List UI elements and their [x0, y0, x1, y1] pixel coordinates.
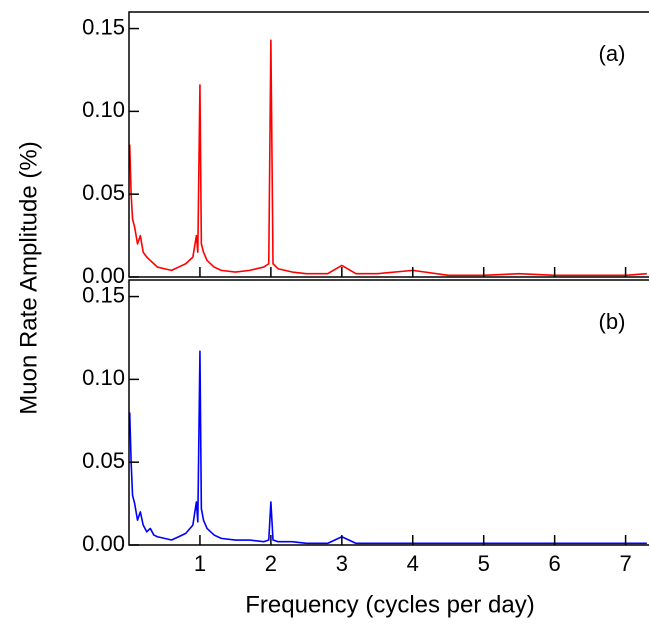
y-tick-label: 0.00 — [82, 263, 125, 288]
panel-annotation: (a) — [599, 41, 626, 66]
y-tick-label: 0.05 — [82, 448, 125, 473]
y-tick-label: 0.15 — [82, 282, 125, 307]
y-tick-label: 0.10 — [82, 365, 125, 390]
y-tick-label: 0.05 — [82, 180, 125, 205]
x-tick-label: 4 — [407, 551, 419, 576]
y-tick-label: 0.10 — [82, 97, 125, 122]
y-tick-label: 0.15 — [82, 14, 125, 39]
spectrum-line — [128, 39, 647, 277]
x-tick-label: 6 — [549, 551, 561, 576]
axis-frame — [128, 279, 649, 546]
x-tick-label: 1 — [194, 551, 206, 576]
x-axis-label: Frequency (cycles per day) — [245, 591, 534, 618]
spectrum-line — [128, 350, 647, 545]
y-tick-label: 0.00 — [82, 531, 125, 556]
y-axis-label: Muon Rate Amplitude (%) — [15, 141, 42, 414]
panel-annotation: (b) — [599, 309, 626, 334]
axis-frame — [128, 11, 649, 278]
x-tick-label: 3 — [336, 551, 348, 576]
x-tick-label: 5 — [478, 551, 490, 576]
x-tick-label: 2 — [265, 551, 277, 576]
x-tick-label: 7 — [619, 551, 631, 576]
